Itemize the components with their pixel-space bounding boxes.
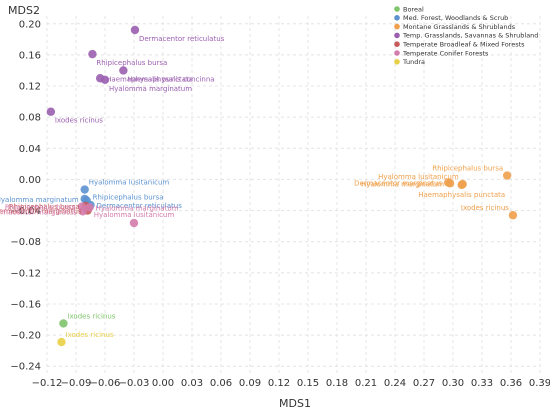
point-label: Hyalomma marginatum: [109, 85, 192, 93]
legend-label: Temperate Broadleaf & Mixed Forests: [402, 41, 525, 49]
point-label: Hyalomma lusitanicum: [94, 211, 175, 219]
x-tick-label: 0.27: [413, 378, 435, 389]
x-tick-label: 0.36: [500, 378, 522, 389]
y-tick-label: −0.12: [10, 268, 41, 279]
point-label: Ixodes ricinus: [55, 117, 103, 125]
x-tick-label: 0.24: [384, 378, 406, 389]
x-tick-label: 0.00: [152, 378, 174, 389]
data-point: [502, 171, 512, 180]
point-label: Ixodes ricinus: [66, 331, 114, 339]
point-label: Hyalomma marginatum: [96, 204, 179, 212]
legend-swatch: [394, 14, 400, 21]
point-label: Rhipicephalus bursa: [9, 203, 80, 211]
point-label: Ixodes ricinus: [461, 204, 509, 212]
legend-label: Boreal: [403, 5, 424, 13]
x-tick-label: 0.33: [471, 378, 493, 389]
x-tick-label: 0.03: [181, 378, 203, 389]
y-tick-label: −0.08: [10, 237, 41, 248]
data-point: [119, 66, 128, 75]
data-point: [46, 107, 56, 116]
point-label: Rhipicephalus bursa: [93, 193, 164, 201]
point-label: Rhipicephalus bursa: [432, 165, 503, 173]
x-tick-label: −0.12: [32, 378, 63, 389]
y-axis-ticks: 0.20 0.16 0.12 0.08 0.04 0.00 −0.04 −0.08 −0.12 −…: [10, 19, 41, 372]
x-tick-label: 0.12: [268, 378, 290, 389]
legend-label: Med. Forest, Woodlands & Scrub: [403, 14, 508, 22]
x-tick-label: 0.15: [297, 378, 319, 389]
legend-label: Montane Grasslands & Shrublands: [403, 23, 516, 31]
data-point: [85, 203, 94, 212]
legend-swatch: [394, 32, 400, 39]
data-point: [88, 49, 97, 59]
y-tick-label: −0.20: [10, 331, 41, 342]
point-label: Hyalomma lusitanicum: [89, 179, 170, 187]
y-tick-label: −0.24: [10, 362, 41, 373]
data-point: [59, 319, 68, 328]
y-tick-label: 0.20: [19, 19, 41, 30]
point-label: Dermacentor marginatus: [0, 208, 82, 216]
data-point: [129, 218, 139, 228]
grid-lines: [46, 16, 541, 374]
point-label: Rhipicephalus bursa: [96, 59, 167, 67]
x-axis-title: MDS1: [279, 397, 311, 410]
y-tick-label: 0.16: [19, 50, 41, 61]
legend-swatch: [394, 6, 400, 12]
legend-label: Temperate Conifer Forests: [402, 49, 489, 57]
x-tick-label: −0.06: [90, 378, 121, 389]
y-tick-label: 0.12: [19, 82, 41, 93]
y-tick-label: 0.08: [19, 113, 41, 124]
point-label: Dermacentor marginatus: [354, 180, 442, 188]
data-point: [100, 75, 110, 85]
data-point: [80, 185, 89, 194]
x-tick-label: 0.21: [355, 378, 377, 389]
point-label: Hyalomma marginatum: [0, 196, 79, 204]
point-label: Hyalomma lusitanicum: [378, 173, 459, 181]
point-label: Haemaphysalis punctata: [106, 75, 193, 83]
y-tick-label: −0.04: [10, 206, 41, 217]
legend-swatch: [394, 41, 400, 47]
data-point: [57, 337, 66, 347]
x-tick-label: −0.09: [61, 378, 92, 389]
point-label: Dermacentor marginatus: [0, 208, 77, 216]
legend-label: Temp. Grasslands, Savannas & Shrubland: [402, 32, 538, 40]
point-label: Rhipicephalus bursa: [5, 204, 76, 212]
point-label: Hyalomma marginatum: [361, 180, 444, 188]
data-point: [78, 207, 87, 216]
point-label: Ixodes ricinus: [67, 312, 115, 320]
legend-swatch: [394, 50, 400, 56]
x-tick-label: 0.06: [210, 378, 232, 389]
legend-swatch: [394, 23, 400, 30]
data-point: [508, 211, 518, 220]
point-label: Dermacentor reticulatus: [97, 202, 183, 210]
point-label: Haemaphysalis punctata: [418, 191, 505, 199]
point-label: Dermacentor reticulatus: [139, 35, 225, 43]
x-axis-ticks: −0.12−0.09−0.06−0.03 0.00 0.03 0.06 0.09 0.12…: [32, 378, 550, 389]
x-tick-label: 0.39: [529, 378, 550, 389]
data-point: [445, 179, 455, 188]
point-label: Haemaphysalis concinna: [127, 75, 214, 83]
y-axis-title: MDS2: [8, 4, 40, 17]
data-points: [46, 25, 518, 347]
x-tick-label: −0.03: [119, 378, 150, 389]
y-tick-label: −0.16: [10, 299, 41, 310]
legend-swatch: [394, 59, 400, 65]
legend-label: Tundra: [402, 58, 425, 66]
x-tick-label: 0.18: [326, 378, 348, 389]
x-tick-label: 0.09: [239, 378, 261, 389]
y-tick-label: 0.04: [19, 144, 41, 155]
y-tick-label: 0.00: [19, 175, 41, 186]
x-tick-label: 0.30: [442, 378, 464, 389]
data-point: [130, 25, 140, 35]
data-point: [457, 180, 466, 190]
